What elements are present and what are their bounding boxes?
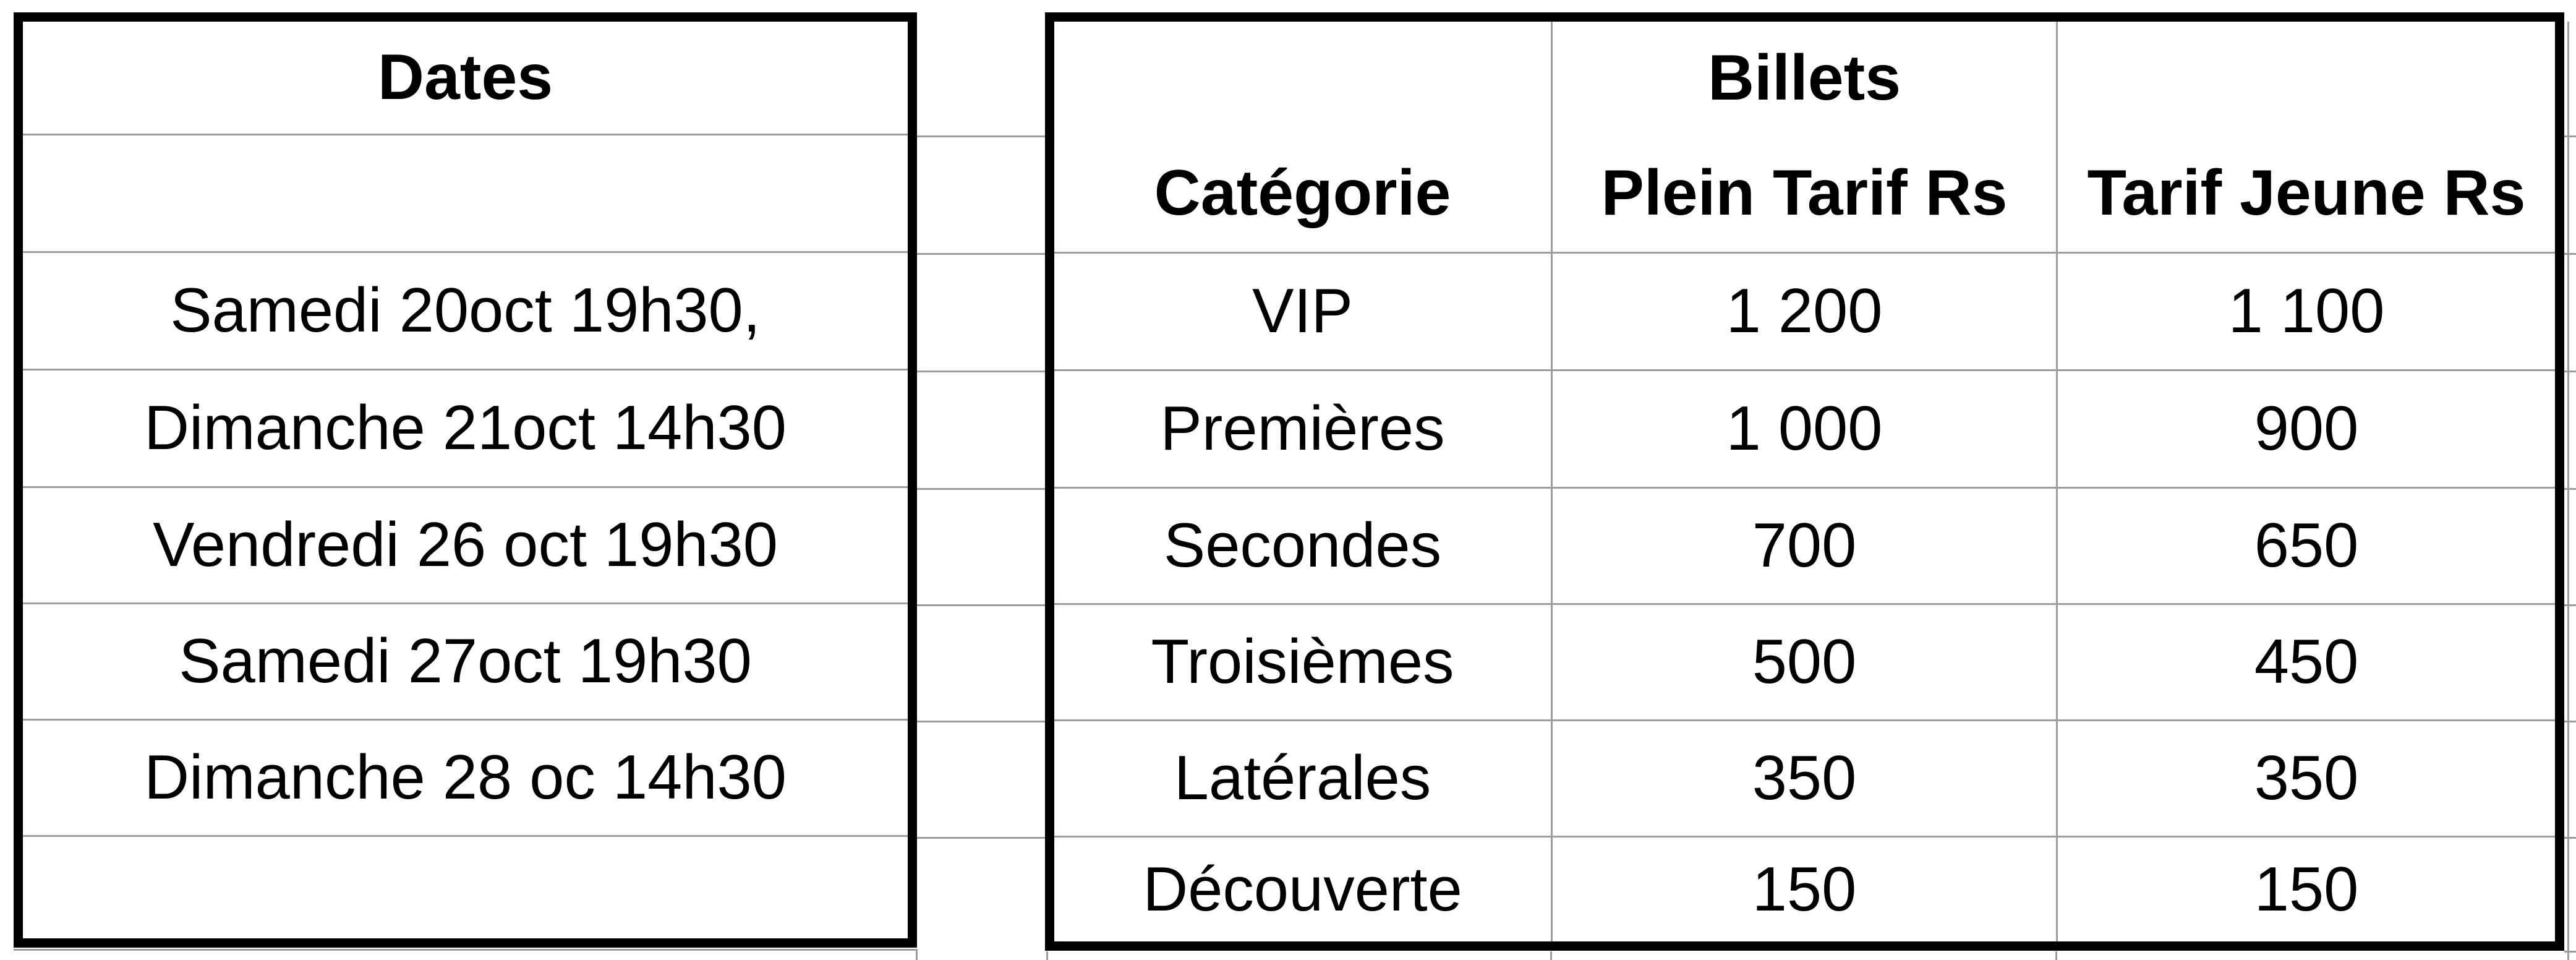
empty-cell (23, 837, 908, 938)
price-row: Latérales 350 350 (1054, 721, 2555, 838)
date-cell: Dimanche 28 oc 14h30 (144, 743, 787, 813)
category-header-cell: Catégorie (1054, 22, 1551, 252)
full-price-cell: 500 (1551, 605, 2056, 719)
date-cell: Samedi 20oct 19h30, (170, 276, 761, 346)
date-row: Vendredi 26 oct 19h30 (23, 488, 908, 604)
gridline (1550, 951, 1552, 960)
full-price-column-header: Plein Tarif Rs (1601, 157, 2008, 229)
billets-header-row: Catégorie Billets Plein Tarif Rs Tarif J… (1054, 22, 2555, 254)
gridline (917, 721, 1045, 722)
gridline (1046, 951, 1048, 960)
gridline (2564, 604, 2576, 606)
full-price-cell: 150 (1551, 838, 2056, 941)
price-row: Premières 1 000 900 (1054, 371, 2555, 489)
gridline (917, 253, 1045, 255)
date-cell: Samedi 27oct 19h30 (179, 627, 752, 696)
date-row: Samedi 20oct 19h30, (23, 253, 908, 371)
category-cell: Premières (1160, 394, 1445, 464)
full-price-cell: 700 (1551, 489, 2056, 603)
gridline (2564, 721, 2576, 722)
category-cell: Troisièmes (1151, 627, 1454, 697)
category-cell: VIP (1252, 276, 1353, 346)
youth-price-column-header: Tarif Jeune Rs (2087, 157, 2526, 229)
dates-header-cell: Dates (377, 41, 553, 113)
youth-price-cell: 900 (2056, 371, 2555, 487)
full-price-cell: 1 200 (1551, 254, 2056, 369)
youth-price-cell: 150 (2056, 838, 2555, 941)
gridline (917, 488, 1045, 490)
gridline (2567, 22, 2569, 960)
price-row: Découverte 150 150 (1054, 838, 2555, 941)
full-price-header-cell: Billets Plein Tarif Rs (1551, 22, 2056, 252)
youth-price-cell: 1 100 (2056, 254, 2555, 369)
gridline (2564, 488, 2576, 490)
gridline (917, 837, 1045, 839)
date-row: Dimanche 21oct 14h30 (23, 371, 908, 488)
billets-table: Catégorie Billets Plein Tarif Rs Tarif J… (1045, 12, 2564, 951)
gridline (917, 604, 1045, 606)
gridline (2564, 253, 2576, 255)
dates-header-row: Dates (23, 22, 908, 135)
category-cell: Latérales (1174, 744, 1431, 813)
category-cell: Secondes (1163, 511, 1442, 581)
dates-table: Dates Samedi 20oct 19h30, Dimanche 21oct… (14, 12, 917, 948)
gridline (2055, 951, 2057, 960)
full-price-cell: 1 000 (1551, 371, 2056, 487)
date-cell: Vendredi 26 oct 19h30 (153, 510, 778, 580)
youth-price-cell: 350 (2056, 721, 2555, 836)
price-row: Secondes 700 650 (1054, 489, 2555, 605)
gridline (2564, 135, 2576, 137)
category-column-header: Catégorie (1154, 157, 1451, 229)
youth-price-header-cell: Tarif Jeune Rs (2056, 22, 2555, 252)
price-row: VIP 1 200 1 100 (1054, 254, 2555, 371)
gridline (2564, 837, 2576, 839)
gridline (916, 949, 918, 960)
youth-price-cell: 650 (2056, 489, 2555, 603)
empty-row (23, 837, 908, 938)
youth-price-cell: 450 (2056, 605, 2555, 719)
empty-row (23, 135, 908, 253)
date-row: Dimanche 28 oc 14h30 (23, 721, 908, 837)
gridline (917, 135, 1045, 137)
date-row: Samedi 27oct 19h30 (23, 604, 908, 721)
category-cell: Découverte (1143, 854, 1462, 924)
price-row: Troisièmes 500 450 (1054, 605, 2555, 721)
gridline (917, 371, 1045, 372)
billets-group-header: Billets (1707, 42, 1901, 114)
empty-cell (23, 135, 908, 251)
gridline (14, 949, 917, 951)
gridline (2564, 371, 2576, 372)
date-cell: Dimanche 21oct 14h30 (144, 393, 787, 463)
gridline (2564, 951, 2576, 953)
full-price-cell: 350 (1551, 721, 2056, 836)
